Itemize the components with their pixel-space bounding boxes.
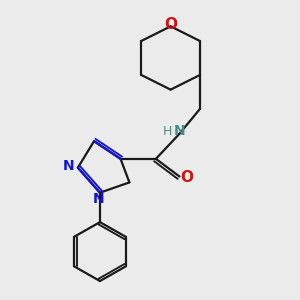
Text: N: N (63, 159, 75, 173)
Text: O: O (180, 170, 193, 185)
Text: O: O (164, 17, 177, 32)
Text: N: N (174, 124, 185, 138)
Text: N: N (93, 192, 104, 206)
Text: H: H (162, 125, 172, 138)
